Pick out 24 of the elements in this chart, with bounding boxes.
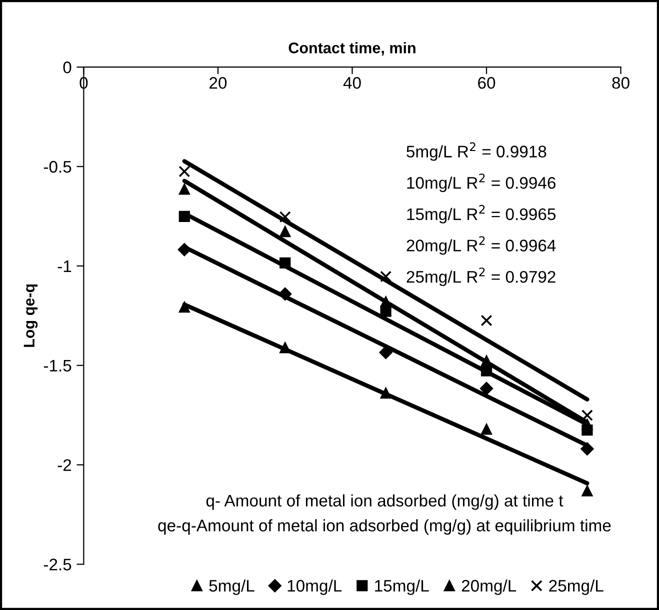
annotation: 10mg/L R$^{2}$ = 0.9946 <box>407 174 556 192</box>
annotation: 25mg/L R$^{2}$ = 0.9792 <box>406 268 556 286</box>
legend-label: 10mg/L <box>288 579 342 595</box>
x-tick-label: 20 <box>210 77 227 89</box>
legend-label: 15mg/L <box>375 579 429 595</box>
annotation: q- Amount of metal ion adsorbed (mg/g) at time t <box>206 494 564 510</box>
x-tick-label: 60 <box>478 77 496 89</box>
y-tick-label: -1 <box>58 260 72 272</box>
y-tick-label: -2.5 <box>44 558 72 570</box>
y-axis-title: Log qe-q <box>24 284 38 347</box>
legend-label: 20mg/L <box>462 579 516 595</box>
annotation: 15mg/L R$^{2}$ = 0.9965 <box>407 204 556 224</box>
x-tick-label: 40 <box>343 77 361 89</box>
annotation: qe-q-Amount of metal ion adsorbed (mg/g) at equilibrium time <box>158 519 611 535</box>
y-tick-label: -0.5 <box>44 160 72 173</box>
y-tick-label: -2 <box>58 459 72 471</box>
legend-label: 5mg/L <box>209 579 254 595</box>
y-tick-label: 0 <box>63 62 72 74</box>
annotation: 20mg/L R$^{2}$ = 0.9964 <box>406 236 556 255</box>
legend-label: 25mg/L <box>549 579 604 595</box>
x-tick-label: 80 <box>612 77 630 89</box>
x-axis-title: Contact time, min <box>288 42 416 56</box>
annotation: 5mg/L R$^{2}$ = 0.9918 <box>406 142 546 161</box>
y-tick-label: -1.5 <box>44 360 72 372</box>
